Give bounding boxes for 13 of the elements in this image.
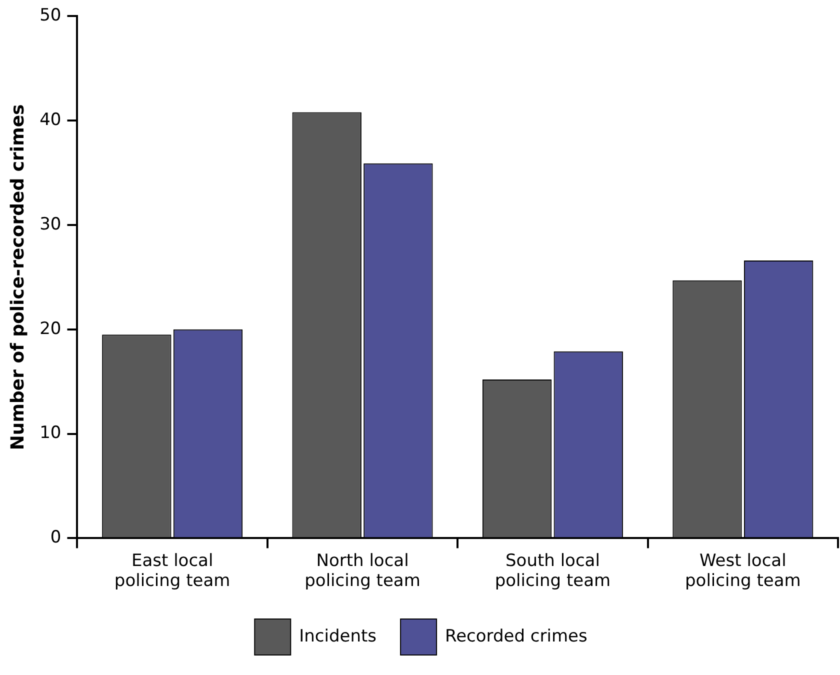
y-tick-label: 50: [40, 6, 62, 26]
y-tick-label: 0: [50, 528, 62, 548]
x-tick-label: West local policing team: [685, 550, 801, 592]
y-axis-title: Number of police-recorded crimes: [7, 104, 28, 450]
x-tick-label: North local policing team: [304, 550, 420, 592]
y-tick-label: 10: [40, 423, 62, 444]
y-tick-label: 40: [40, 110, 62, 130]
y-tick-label: 30: [40, 214, 62, 234]
legend-label: Recorded crimes: [445, 626, 588, 646]
legend-label: Incidents: [299, 626, 377, 646]
x-tick-label: East local policing team: [114, 550, 230, 592]
y-tick-label: 20: [40, 318, 62, 339]
x-tick-label: South local policing team: [494, 550, 611, 592]
